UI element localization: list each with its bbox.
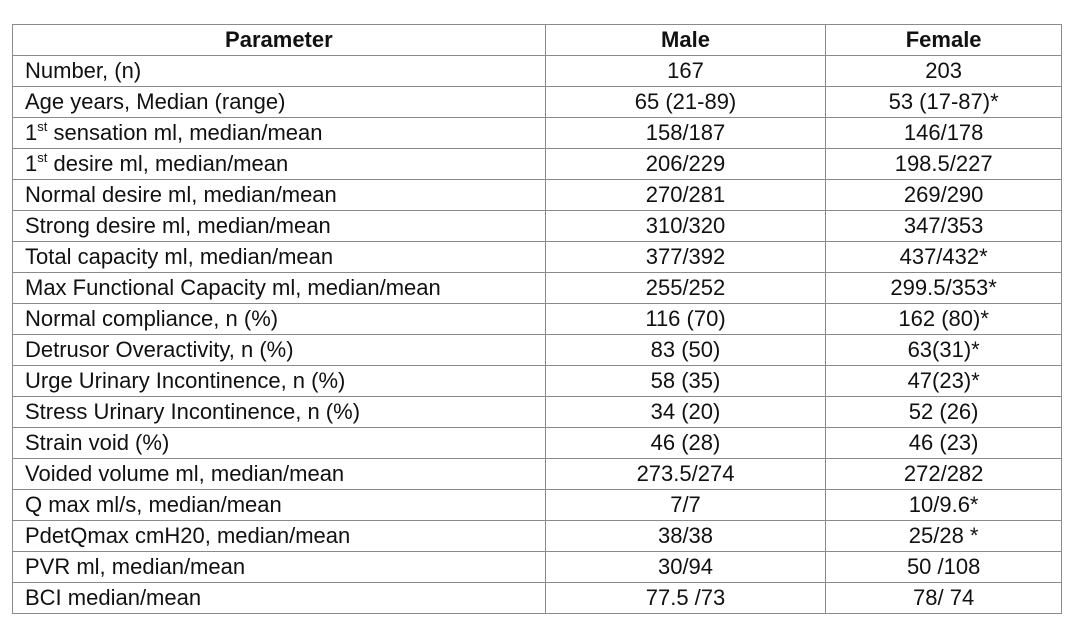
cell: 146/178 — [825, 117, 1062, 149]
cell: 270/281 — [544, 179, 827, 211]
cell: Stress Urinary Incontinence, n (%) — [12, 396, 546, 428]
cell: 52 (26) — [825, 396, 1062, 428]
cell: 167 — [544, 55, 827, 87]
cell: Detrusor Overactivity, n (%) — [12, 334, 546, 366]
cell: 1st sensation ml, median/mean — [12, 117, 546, 149]
cell: 46 (23) — [825, 427, 1062, 459]
table-row: BCI median/mean 77.5 /73 78/ 74 — [12, 582, 1062, 614]
cell: 272/282 — [825, 458, 1062, 490]
cell: Number, (n) — [12, 55, 546, 87]
cell-text: 1 — [25, 120, 38, 145]
header-cell: Parameter — [12, 24, 546, 56]
header-row: Parameter Male Female — [12, 24, 1062, 56]
cell: 30/94 — [544, 551, 827, 583]
table-row: Voided volume ml, median/mean 273.5/274 27… — [12, 458, 1062, 490]
cell: 310/320 — [544, 210, 827, 242]
cell: 25/28 * — [825, 520, 1062, 552]
cell: 198.5/227 — [825, 148, 1062, 180]
cell: 78/ 74 — [825, 582, 1062, 614]
cell: 7/7 — [544, 489, 827, 521]
cell: 38/38 — [544, 520, 827, 552]
cell: 1st desire ml, median/mean — [12, 148, 546, 180]
cell: 53 (17-87)* — [825, 86, 1062, 118]
table-row: Normal desire ml, median/mean 270/281 269/… — [12, 179, 1062, 211]
cell: 377/392 — [544, 241, 827, 273]
table-row: 1st sensation ml, median/mean 158/187 146/… — [12, 117, 1062, 149]
header-cell: Male — [544, 24, 827, 56]
cell: 34 (20) — [544, 396, 827, 428]
superscript: st — [37, 150, 48, 165]
cell: 47(23)* — [825, 365, 1062, 397]
table-row: Number, (n) 167 203 — [12, 55, 1062, 87]
table-row: Strong desire ml, median/mean 310/320 347/… — [12, 210, 1062, 242]
header-cell: Female — [825, 24, 1062, 56]
cell-text: desire ml, median/mean — [47, 151, 289, 176]
cell: Strong desire ml, median/mean — [12, 210, 546, 242]
table-row: PVR ml, median/mean 30/94 50 /108 — [12, 551, 1062, 583]
cell-text: sensation ml, median/mean — [47, 120, 323, 145]
table-row: Normal compliance, n (%) 116 (70) 162 (80)… — [12, 303, 1062, 335]
data-table: Parameter Male Female Number, (n) 167 203 Age… — [12, 24, 1062, 614]
cell: 158/187 — [544, 117, 827, 149]
table-row: Urge Urinary Incontinence, n (%) 58 (35) 4… — [12, 365, 1062, 397]
table-row: Q max ml/s, median/mean 7/7 10/9.6* — [12, 489, 1062, 521]
cell: Max Functional Capacity ml, median/mean — [12, 272, 546, 304]
cell: 58 (35) — [544, 365, 827, 397]
cell-text: 1 — [25, 151, 38, 176]
cell: 63(31)* — [825, 334, 1062, 366]
cell: 50 /108 — [825, 551, 1062, 583]
cell: 10/9.6* — [825, 489, 1062, 521]
cell: 273.5/274 — [544, 458, 827, 490]
cell: PVR ml, median/mean — [12, 551, 546, 583]
cell: Normal compliance, n (%) — [12, 303, 546, 335]
cell: 347/353 — [825, 210, 1062, 242]
cell: 77.5 /73 — [544, 582, 827, 614]
cell: 206/229 — [544, 148, 827, 180]
cell: 116 (70) — [544, 303, 827, 335]
cell: 437/432* — [825, 241, 1062, 273]
cell: Strain void (%) — [12, 427, 546, 459]
cell: BCI median/mean — [12, 582, 546, 614]
cell: 46 (28) — [544, 427, 827, 459]
table-row: Detrusor Overactivity, n (%) 83 (50) 63(31… — [12, 334, 1062, 366]
cell: Voided volume ml, median/mean — [12, 458, 546, 490]
cell: Age years, Median (range) — [12, 86, 546, 118]
table-row: PdetQmax cmH20, median/mean 38/38 25/28 * — [12, 520, 1062, 552]
cell: PdetQmax cmH20, median/mean — [12, 520, 546, 552]
cell: 162 (80)* — [825, 303, 1062, 335]
table-row: Strain void (%) 46 (28) 46 (23) — [12, 427, 1062, 459]
cell: 255/252 — [544, 272, 827, 304]
cell: Normal desire ml, median/mean — [12, 179, 546, 211]
cell: Q max ml/s, median/mean — [12, 489, 546, 521]
cell: Total capacity ml, median/mean — [12, 241, 546, 273]
table-row: Age years, Median (range) 65 (21-89) 53 (1… — [12, 86, 1062, 118]
cell: 65 (21-89) — [544, 86, 827, 118]
cell: 269/290 — [825, 179, 1062, 211]
table-body: Number, (n) 167 203 Age years, Median (rang… — [12, 55, 1062, 614]
table-row: 1st desire ml, median/mean 206/229 198.5/2… — [12, 148, 1062, 180]
cell: Urge Urinary Incontinence, n (%) — [12, 365, 546, 397]
table-row: Total capacity ml, median/mean 377/392 437… — [12, 241, 1062, 273]
table-row: Stress Urinary Incontinence, n (%) 34 (20… — [12, 396, 1062, 428]
cell: 83 (50) — [544, 334, 827, 366]
cell: 299.5/353* — [825, 272, 1062, 304]
superscript: st — [37, 119, 48, 134]
cell: 203 — [825, 55, 1062, 87]
table-row: Max Functional Capacity ml, median/mean 2… — [12, 272, 1062, 304]
